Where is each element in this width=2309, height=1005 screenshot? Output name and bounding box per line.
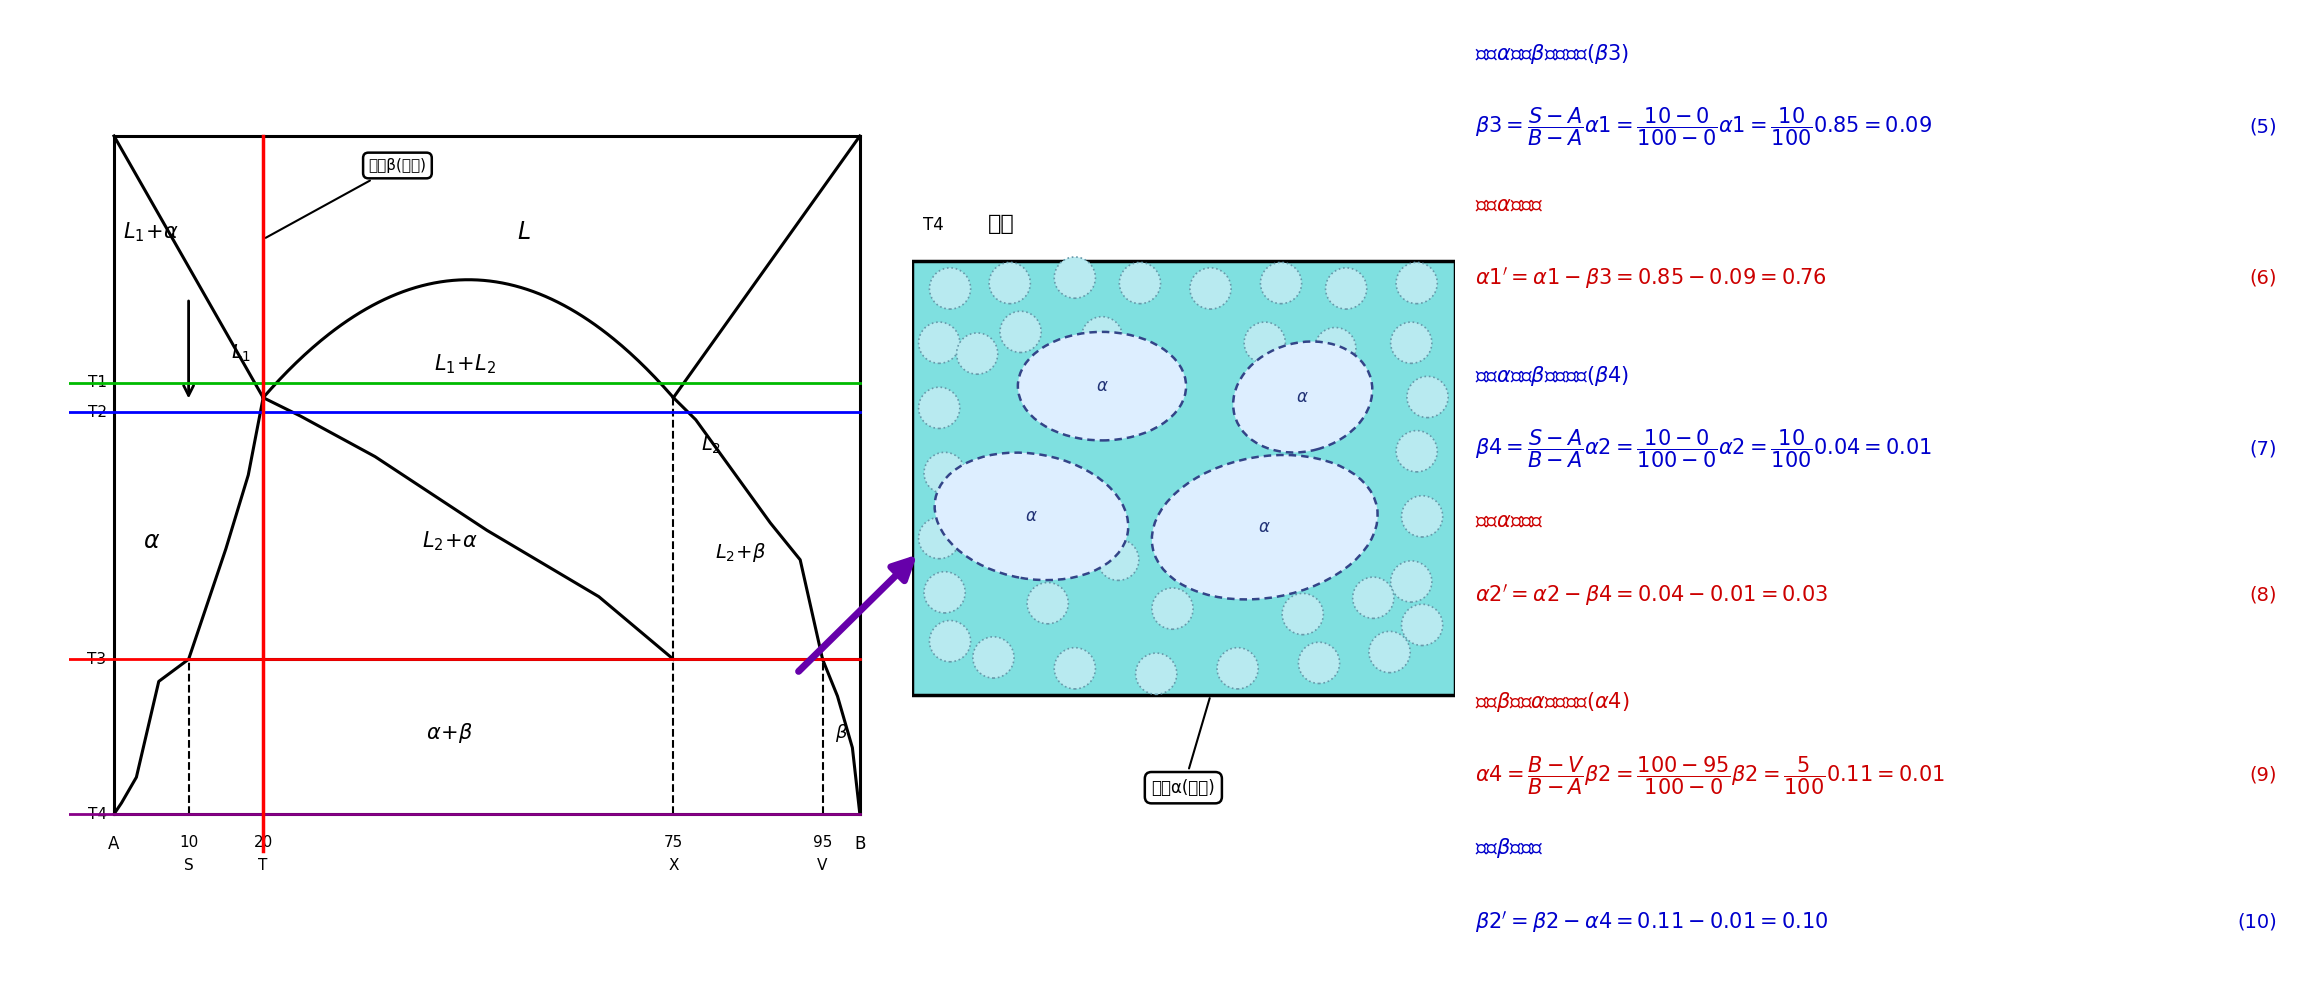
Circle shape [1000,312,1041,353]
Text: 析出β(青点): 析出β(青点) [266,158,427,238]
Text: 20: 20 [254,835,272,849]
Text: S: S [185,858,194,873]
Circle shape [919,323,961,364]
Text: (6): (6) [2249,268,2277,287]
FancyBboxPatch shape [912,261,1455,695]
Circle shape [1136,653,1178,694]
Circle shape [1028,583,1069,624]
Text: $\alpha$: $\alpha$ [1025,508,1037,526]
Circle shape [1402,604,1443,645]
Circle shape [1406,377,1448,418]
Text: $\beta2' = \beta2 - \alpha4 = 0.11 - 0.01 = 0.10$: $\beta2' = \beta2 - \alpha4 = 0.11 - 0.0… [1475,909,1829,935]
Circle shape [1120,262,1161,304]
Circle shape [1217,529,1258,570]
Text: $L_1\!+\!\alpha$: $L_1\!+\!\alpha$ [122,220,180,243]
Circle shape [1369,631,1411,672]
Text: $\beta$: $\beta$ [836,722,847,744]
Text: 共晶$\alpha$の残量: 共晶$\alpha$の残量 [1475,512,1542,532]
Text: 偏晶$\alpha$の残量: 偏晶$\alpha$の残量 [1475,195,1542,215]
Circle shape [1152,588,1194,629]
Text: $L$: $L$ [517,220,531,244]
Circle shape [1397,430,1436,472]
Text: $\alpha$: $\alpha$ [1094,377,1108,395]
Text: T2: T2 [88,405,106,420]
Circle shape [924,452,965,493]
Circle shape [919,387,961,428]
Circle shape [1298,642,1339,683]
Text: $\beta3 = \dfrac{S-A}{B-A}\alpha1 = \dfrac{10-0}{100-0}\alpha1 = \dfrac{10}{100}: $\beta3 = \dfrac{S-A}{B-A}\alpha1 = \dfr… [1475,106,1930,149]
Text: B: B [854,835,866,852]
Text: 共晶$\beta$から$\alpha$の析出量($\alpha$4): 共晶$\beta$から$\alpha$の析出量($\alpha$4) [1475,690,1630,715]
Text: $L_2$: $L_2$ [700,435,720,456]
Ellipse shape [935,452,1129,580]
Text: T4: T4 [88,807,106,821]
Text: $\alpha$: $\alpha$ [1295,388,1309,406]
Circle shape [972,637,1014,678]
Text: $L_1\!+\!L_2$: $L_1\!+\!L_2$ [434,353,496,376]
Text: 95: 95 [813,835,831,849]
Text: T1: T1 [88,376,106,390]
Text: X: X [667,858,679,873]
Circle shape [1390,561,1432,602]
Circle shape [1261,262,1302,304]
Text: $\alpha\!+\!\beta$: $\alpha\!+\!\beta$ [425,721,473,745]
Text: (8): (8) [2249,586,2277,604]
Text: 10: 10 [180,835,199,849]
Text: (5): (5) [2249,118,2277,137]
Circle shape [956,333,997,374]
Circle shape [1097,539,1138,581]
Circle shape [1055,257,1094,298]
Text: 共晶$\beta$の残量: 共晶$\beta$の残量 [1475,836,1542,860]
Text: 共晶$\alpha$から$\beta$の析出量($\beta$4): 共晶$\alpha$から$\beta$の析出量($\beta$4) [1475,364,1628,388]
Text: $\alpha4 = \dfrac{B-V}{B-A}\beta2 = \dfrac{100-95}{100-0}\beta2 = \dfrac{5}{100}: $\alpha4 = \dfrac{B-V}{B-A}\beta2 = \dfr… [1475,754,1944,797]
Circle shape [924,572,965,613]
Text: V: V [817,858,827,873]
Text: (7): (7) [2249,439,2277,458]
Circle shape [1397,262,1436,304]
Text: $L_1$: $L_1$ [231,343,252,364]
Text: $L_2\!+\!\alpha$: $L_2\!+\!\alpha$ [423,530,478,553]
Circle shape [1189,268,1231,310]
Circle shape [1402,495,1443,537]
Ellipse shape [1152,455,1378,599]
Circle shape [931,268,970,310]
Text: (9): (9) [2249,766,2277,785]
Circle shape [1314,328,1355,369]
Ellipse shape [1233,342,1372,452]
Text: (10): (10) [2237,912,2277,931]
Text: $L_2\!+\!\beta$: $L_2\!+\!\beta$ [716,541,767,564]
Ellipse shape [1018,332,1187,440]
Text: 析出α(白点): 析出α(白点) [1152,698,1215,797]
Text: $\beta4 = \dfrac{S-A}{B-A}\alpha2 = \dfrac{10-0}{100-0}\alpha2 = \dfrac{10}{100}: $\beta4 = \dfrac{S-A}{B-A}\alpha2 = \dfr… [1475,427,1930,470]
Circle shape [1325,268,1367,310]
Circle shape [1281,593,1323,635]
Text: $\alpha$: $\alpha$ [1258,519,1272,537]
Text: 室温: 室温 [988,214,1014,234]
Text: A: A [109,835,120,852]
Text: T4: T4 [924,216,944,234]
Text: $\alpha2' = \alpha2 - \beta4 = 0.04 - 0.01 = 0.03$: $\alpha2' = \alpha2 - \beta4 = 0.04 - 0.… [1475,582,1829,608]
Circle shape [1245,323,1286,364]
Circle shape [931,620,970,661]
Circle shape [919,518,961,559]
Text: T3: T3 [88,652,106,666]
Circle shape [1081,317,1122,358]
Text: $\alpha1' = \alpha1 - \beta3 = 0.85 - 0.09 = 0.76$: $\alpha1' = \alpha1 - \beta3 = 0.85 - 0.… [1475,265,1826,291]
Circle shape [988,262,1030,304]
Text: 偏晶$\alpha$から$\beta$の析出量($\beta$3): 偏晶$\alpha$から$\beta$の析出量($\beta$3) [1475,42,1628,66]
Circle shape [1353,577,1395,618]
Text: $\alpha$: $\alpha$ [143,530,159,554]
Circle shape [1055,647,1094,688]
Text: 75: 75 [663,835,683,849]
Circle shape [1217,647,1258,688]
Text: T: T [259,858,268,873]
Circle shape [1390,323,1432,364]
